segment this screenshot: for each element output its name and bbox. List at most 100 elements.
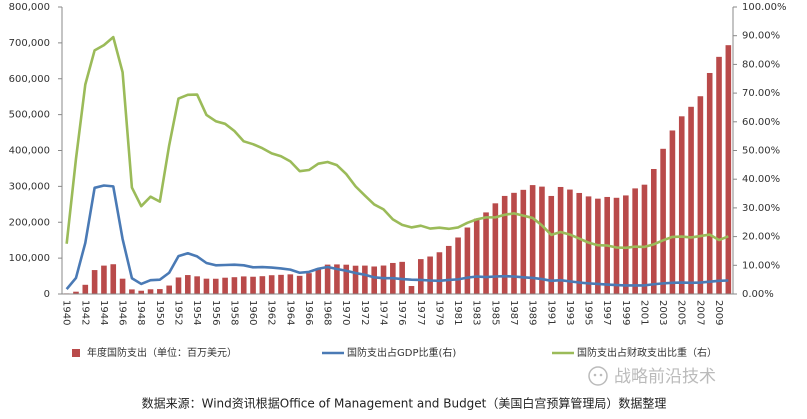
bar: [660, 148, 666, 294]
x-tick-label: 1972: [359, 300, 370, 325]
bar: [268, 275, 275, 294]
x-tick-label: 1966: [303, 300, 314, 325]
x-tick-label: 1942: [79, 300, 90, 325]
bar: [222, 277, 228, 294]
x-tick-label: 1981: [452, 300, 463, 325]
y2-tick-label: 20.00%: [742, 232, 780, 243]
y2-tick-label: 50.00%: [742, 146, 780, 157]
watermark: 战略前沿技术: [614, 367, 716, 387]
bar: [138, 290, 145, 294]
bar: [278, 274, 284, 294]
x-tick-label: 1958: [228, 300, 239, 325]
x-tick-label: 1948: [135, 300, 146, 325]
watermark-icon: [588, 366, 608, 386]
bar: [371, 266, 378, 294]
bar: [483, 212, 489, 294]
bar: [91, 270, 98, 294]
x-tick-label: 2005: [676, 300, 687, 325]
y2-tick-label: 90.00%: [742, 31, 780, 42]
bar: [417, 259, 424, 294]
source: 数据来源：Wind资讯根据Office of Management and Bu…: [142, 396, 667, 411]
x-tick-label: 1987: [508, 300, 519, 325]
x-tick-label: 1995: [583, 300, 594, 325]
y2-tick-label: 70.00%: [742, 88, 780, 99]
bar: [166, 285, 172, 294]
bar: [576, 192, 583, 294]
x-tick-label: 1999: [620, 300, 631, 325]
x-tick-label: 1983: [471, 300, 482, 325]
bar: [129, 289, 135, 294]
bar: [343, 264, 350, 294]
bar: [557, 186, 564, 294]
x-tick-label: 1962: [266, 300, 277, 325]
x-tick-label: 2003: [657, 300, 668, 325]
x-tick-label: 1960: [247, 300, 258, 325]
x-tick-label: 2001: [638, 300, 649, 325]
bar: [529, 185, 536, 294]
y-tick-label: 500,000: [9, 110, 50, 121]
x-tick-label: 1991: [545, 300, 556, 325]
bar: [650, 168, 657, 294]
x-tick-label: 1989: [527, 300, 538, 325]
bar: [101, 265, 107, 294]
y2-tick-label: 30.00%: [742, 203, 780, 214]
x-tick-label: 1952: [172, 300, 183, 325]
bar: [362, 265, 368, 294]
x-tick-label: 1993: [564, 300, 575, 325]
bar: [688, 106, 694, 295]
legend-label: 年度国防支出（单位：百万美元）: [87, 346, 237, 359]
x-tick-label: 1985: [489, 300, 500, 325]
x-tick-label: 2007: [694, 300, 705, 325]
bar: [73, 291, 79, 294]
bar: [464, 227, 471, 294]
y-tick-label: 600,000: [9, 74, 50, 85]
x-tick-label: 1974: [378, 300, 389, 325]
bar: [613, 197, 620, 294]
bar: [157, 289, 163, 294]
bar: [231, 277, 238, 294]
bar: [212, 278, 219, 294]
bar: [119, 278, 126, 294]
bar: [548, 195, 555, 294]
legend-swatch: [72, 349, 80, 357]
bar: [175, 277, 182, 294]
bar: [203, 278, 210, 294]
y-tick-label: 300,000: [9, 181, 50, 192]
bar: [324, 264, 331, 294]
x-tick-label: 1976: [396, 300, 407, 325]
bar: [492, 203, 499, 294]
legend-label: 国防支出占GDP比重(右): [347, 346, 456, 359]
x-tick-label: 1977: [415, 300, 426, 325]
bar: [632, 188, 638, 294]
bar: [641, 184, 648, 294]
x-tick-label: 1968: [322, 300, 333, 325]
x-tick-label: 1946: [117, 300, 128, 325]
x-tick-label: 1970: [340, 300, 351, 325]
bar: [697, 96, 704, 294]
bar: [473, 218, 480, 294]
bar: [511, 192, 517, 294]
bar: [623, 195, 629, 294]
y-tick-label: 800,000: [9, 2, 50, 13]
bar: [539, 186, 545, 294]
bar: [380, 265, 387, 294]
bar: [250, 276, 256, 294]
bar: [352, 265, 359, 294]
x-tick-label: 1940: [61, 300, 72, 325]
bar: [455, 237, 461, 294]
x-tick-label: 2009: [713, 300, 724, 325]
x-tick-label: 1944: [98, 300, 109, 325]
y2-tick-label: 10.00%: [742, 260, 780, 271]
bar: [334, 264, 340, 294]
x-tick-label: 1956: [210, 300, 221, 325]
bar: [436, 252, 443, 294]
y2-tick-label: 100.00%: [742, 2, 787, 13]
bar: [296, 275, 303, 294]
bar: [185, 275, 191, 294]
bar: [110, 264, 117, 294]
line: [65, 35, 729, 250]
bar: [240, 276, 247, 294]
bar: [520, 189, 527, 294]
bar: [427, 256, 433, 294]
